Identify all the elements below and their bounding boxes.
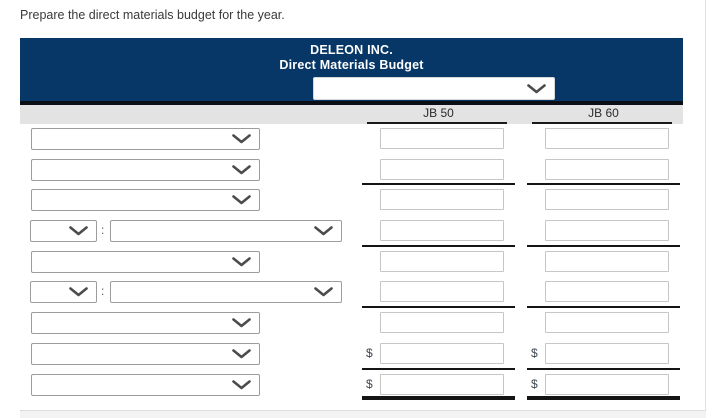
chevron-down-icon [69, 287, 88, 297]
row-prefix-select[interactable] [30, 281, 97, 304]
row-prefix-select[interactable] [30, 220, 97, 243]
jb50-amount-input[interactable] [380, 189, 504, 211]
direct-materials-budget-table: DELEON INC. Direct Materials Budget JB 5… [20, 38, 683, 401]
budget-row [20, 247, 683, 278]
chevron-down-icon [232, 379, 251, 390]
column-underline-jb50 [367, 122, 507, 124]
jb60-amount-input[interactable] [545, 158, 669, 180]
panel-divider [705, 0, 706, 417]
budget-row: $ $ [20, 370, 683, 401]
jb50-amount-input[interactable] [380, 128, 504, 149]
chevron-down-icon [232, 349, 251, 359]
budget-row [20, 124, 683, 155]
column-underline-jb60 [532, 122, 672, 124]
chevron-down-icon [527, 83, 546, 94]
budget-row [20, 308, 683, 339]
chevron-down-icon [314, 226, 333, 236]
row-detail-select[interactable] [110, 220, 342, 243]
column-header-row: JB 50 JB 60 [20, 105, 683, 124]
row-label-select[interactable] [31, 312, 260, 335]
column-header-jb50: JB 50 [423, 106, 454, 120]
budget-row [20, 155, 683, 186]
colon-separator: : [101, 223, 105, 238]
chevron-down-icon [232, 195, 251, 205]
row-label-select[interactable] [31, 250, 260, 273]
company-name: DELEON INC. [310, 43, 393, 57]
chevron-down-icon [232, 318, 251, 328]
chevron-down-icon [314, 287, 333, 297]
budget-period-select[interactable] [313, 77, 555, 100]
column-header-jb60: JB 60 [588, 106, 619, 120]
jb60-amount-input[interactable] [545, 250, 669, 272]
jb50-amount-input[interactable] [380, 312, 504, 334]
budget-rows: : : [20, 124, 683, 401]
dollar-sign-label: $ [366, 376, 373, 391]
jb60-amount-input[interactable] [545, 281, 669, 303]
jb50-amount-input[interactable] [380, 220, 504, 242]
jb60-amount-input[interactable] [545, 312, 669, 334]
table-header: DELEON INC. Direct Materials Budget [20, 38, 683, 105]
chevron-down-icon [232, 134, 251, 144]
jb60-amount-input[interactable] [545, 128, 669, 149]
jb50-amount-input[interactable] [380, 158, 504, 180]
instruction-text: Prepare the direct materials budget for … [20, 8, 285, 22]
chevron-down-icon [69, 226, 88, 236]
chevron-down-icon [232, 256, 251, 267]
budget-row: : [20, 277, 683, 309]
row-label-select[interactable] [31, 158, 260, 181]
jb60-amount-input[interactable] [545, 220, 669, 242]
next-section-edge [20, 410, 706, 418]
colon-separator: : [101, 284, 105, 299]
row-label-select[interactable] [31, 373, 260, 396]
jb50-amount-input[interactable] [380, 250, 504, 272]
jb50-amount-input[interactable] [380, 342, 504, 364]
budget-row [20, 185, 683, 216]
dollar-sign-label: $ [531, 345, 538, 360]
chevron-down-icon [232, 164, 251, 175]
budget-row: : [20, 216, 683, 247]
row-label-select[interactable] [31, 342, 260, 365]
row-label-select[interactable] [31, 189, 260, 212]
jb50-amount-input[interactable] [380, 373, 504, 395]
report-title: Direct Materials Budget [279, 58, 424, 72]
jb50-amount-input[interactable] [380, 281, 504, 303]
jb60-amount-input[interactable] [545, 342, 669, 364]
jb60-amount-input[interactable] [545, 373, 669, 395]
row-label-select[interactable] [31, 128, 260, 150]
dollar-sign-label: $ [366, 345, 373, 360]
dollar-sign-label: $ [531, 376, 538, 391]
budget-row: $ $ [20, 339, 683, 370]
row-detail-select[interactable] [110, 281, 342, 304]
jb60-amount-input[interactable] [545, 189, 669, 211]
